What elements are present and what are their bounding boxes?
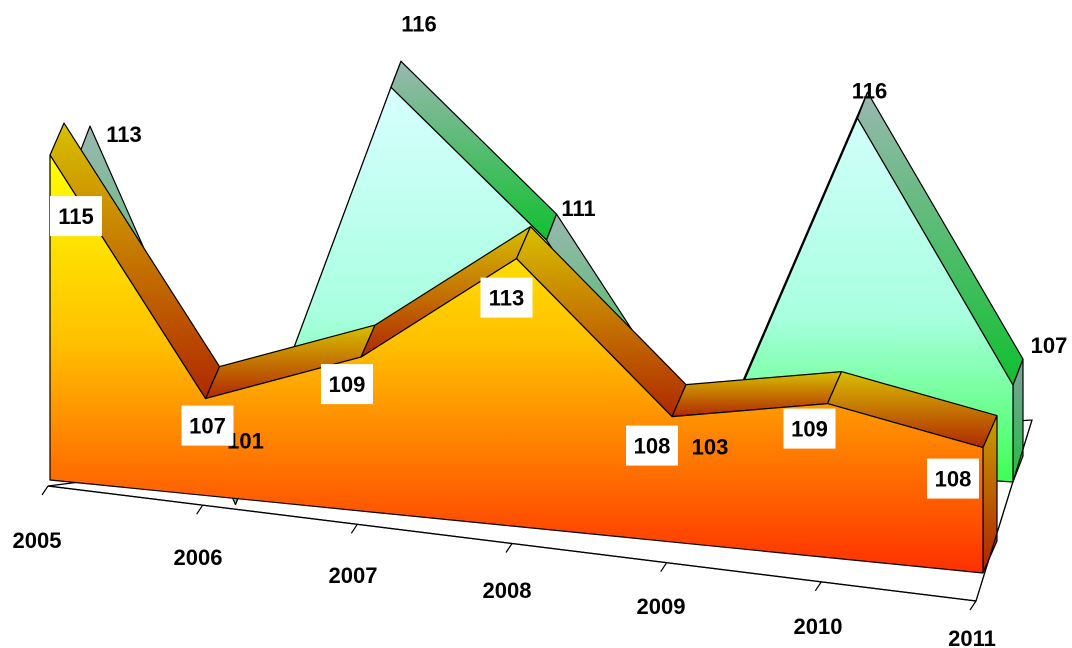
x-tick-label: 2005 — [13, 528, 62, 553]
series-1-data-label: 108 — [935, 467, 972, 492]
x-axis-tick — [814, 581, 822, 592]
series-1-face — [49, 154, 984, 574]
series-1-data-label: 115 — [58, 204, 94, 229]
series-2-data-label: 116 — [852, 78, 888, 103]
series-1-area — [49, 122, 998, 574]
series-1-label-box — [480, 277, 533, 318]
series-2-data-label: 107 — [1031, 333, 1068, 358]
series-1-data-label: 109 — [329, 372, 366, 397]
series-1-label-box — [783, 408, 836, 449]
x-tick-label: 2006 — [174, 545, 223, 570]
floor-right-edge — [975, 419, 1033, 602]
series-1-data-label: 108 — [634, 434, 671, 459]
series-1-data-label: 109 — [791, 417, 828, 442]
series-1-label-box — [321, 364, 373, 405]
x-tick-label: 2009 — [637, 594, 686, 619]
series-1-data-label: 107 — [189, 414, 226, 439]
x-axis-tick — [350, 524, 358, 534]
x-axis-tick — [969, 600, 977, 611]
data-labels: 1131011161111031161071151071091131081091… — [50, 11, 1068, 499]
x-axis: 2005 2006 2007 2008 2009 2010 2011 — [13, 419, 1033, 648]
x-axis-tick — [196, 504, 204, 515]
series-2-data-label: 113 — [106, 122, 142, 147]
series-2-data-label: 116 — [401, 11, 437, 36]
x-tick-label: 2011 — [948, 626, 996, 648]
series-1-label-box — [50, 196, 102, 237]
x-tick-label: 2008 — [483, 578, 532, 603]
x-tick-label: 2010 — [794, 614, 843, 639]
series-1-label-box — [626, 425, 678, 466]
series-1-data-label: 113 — [489, 286, 525, 311]
x-axis-tick — [660, 562, 668, 572]
series-2-data-label: 111 — [561, 196, 595, 221]
series-2-data-label: 103 — [692, 434, 729, 459]
x-tick-label: 2007 — [329, 563, 378, 588]
x-axis-tick — [41, 485, 49, 496]
series-1-label-box — [927, 458, 979, 499]
series-1-label-box — [181, 405, 234, 446]
x-axis-tick — [505, 543, 513, 553]
